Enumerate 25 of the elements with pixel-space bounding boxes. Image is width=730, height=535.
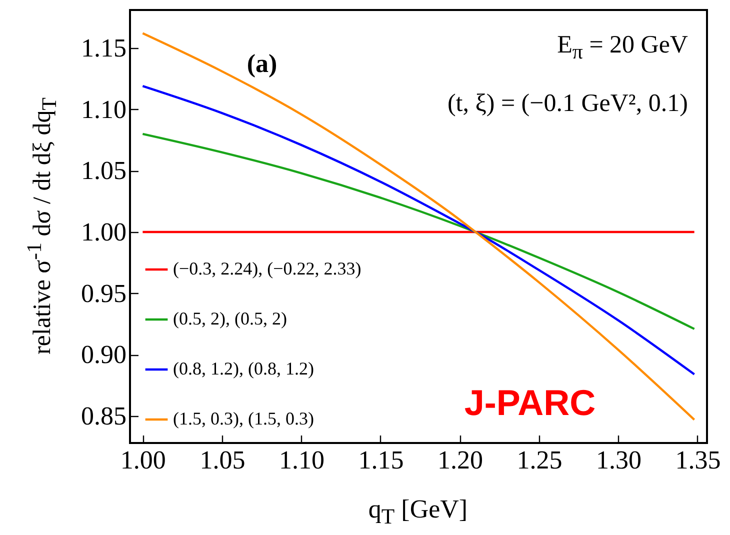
x-axis-title: q$_{T}$ [GeV] <box>368 494 468 530</box>
annotation: (a) <box>246 49 278 79</box>
legend-label: (0.5, 2), (0.5, 2) <box>173 308 287 328</box>
y-tick-label: 0.95 <box>81 278 126 308</box>
line-series <box>142 132 696 330</box>
y-tick-label: 0.90 <box>81 340 126 370</box>
legend-label: (0.8, 1.2), (0.8, 1.2) <box>173 358 314 378</box>
x-tick-label: 1.20 <box>437 446 483 474</box>
annotation: E$_{π}$ = 20 GeV <box>557 32 688 64</box>
legend-label: (−0.3, 2.24), (−0.22, 2.33) <box>173 258 362 278</box>
x-tick-label: 1.35 <box>675 446 721 474</box>
y-tick-label: 0.85 <box>81 402 126 431</box>
y-tick-label: 1.10 <box>81 94 126 124</box>
x-tick-label: 1.15 <box>358 446 404 474</box>
x-tick-label: 1.10 <box>278 446 324 474</box>
legend-label: (1.5, 0.3), (1.5, 0.3) <box>173 408 314 428</box>
y-tick-label: 1.05 <box>81 156 126 186</box>
annotation: J-PARC <box>464 382 596 424</box>
x-tick-label: 1.05 <box>200 446 246 474</box>
y-tick-label: 1.00 <box>81 218 126 247</box>
annotation: (t, ξ) = (−0.1 GeV², 0.1) <box>447 90 688 118</box>
y-tick-label: 1.15 <box>81 34 126 63</box>
x-tick-label: 1.25 <box>516 446 562 474</box>
x-tick-label: 1.00 <box>120 446 166 474</box>
x-tick-label: 1.30 <box>596 446 642 474</box>
